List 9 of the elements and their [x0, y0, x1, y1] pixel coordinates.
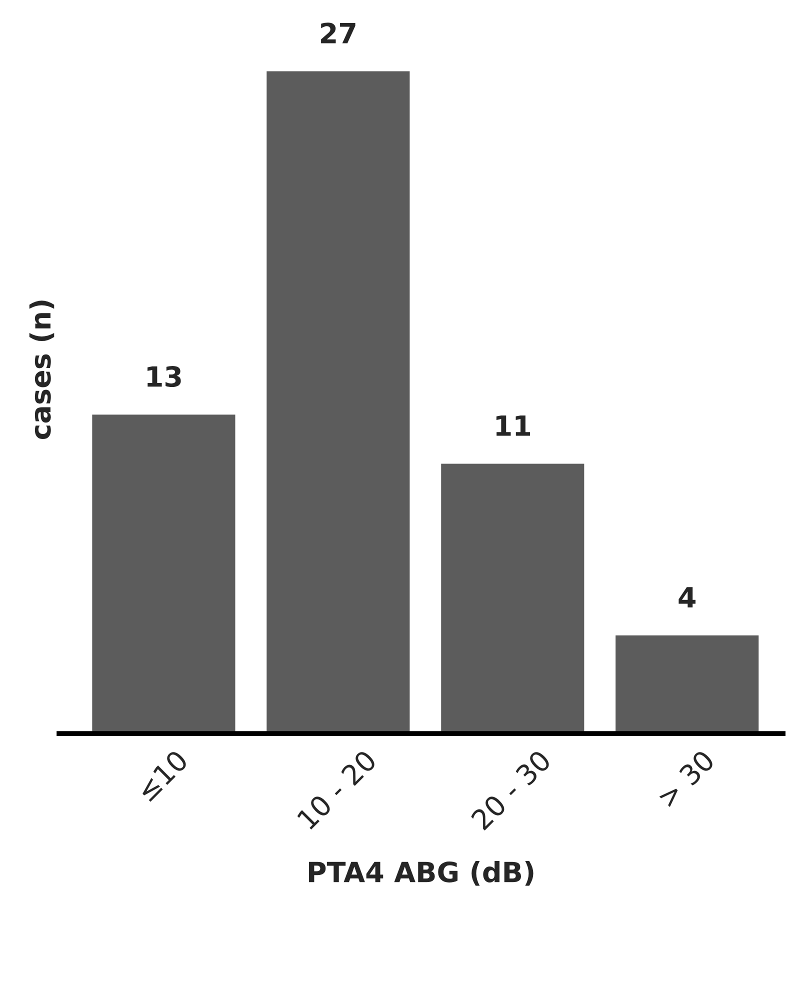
data-label: 13: [148, 366, 181, 388]
x-tick-label: > 30: [656, 749, 716, 808]
y-axis-title: cases (n): [29, 300, 54, 440]
data-label: 4: [678, 587, 696, 608]
x-tick-label: 20 - 30: [470, 749, 552, 831]
data-label: 11: [496, 415, 530, 436]
x-tick-label: 10 - 20: [296, 749, 378, 830]
data-label: 27: [321, 22, 356, 44]
x-axis-title: PTA4 ABG (dB): [308, 860, 534, 886]
